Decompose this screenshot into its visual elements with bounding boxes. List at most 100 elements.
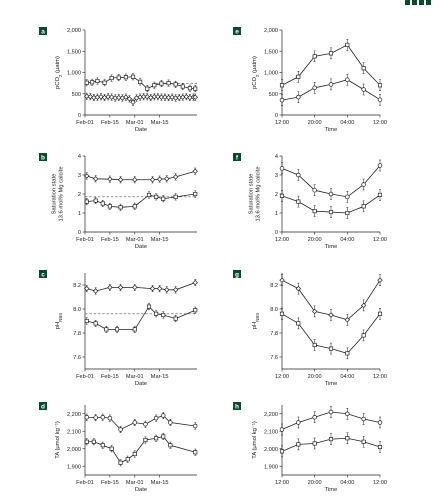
x-axis-label: Time — [325, 381, 338, 387]
data-point — [296, 74, 301, 79]
series-circle — [279, 406, 383, 436]
chart-panel-d: 1,900 2,000 2,100 2,200 Feb-01 Feb-15 Mar-01 Ma… — [39, 402, 198, 493]
y-tick-label: 0 — [78, 113, 81, 119]
data-point — [172, 287, 179, 293]
series-square — [84, 190, 198, 211]
data-point — [192, 94, 198, 100]
data-point — [180, 84, 185, 89]
x-tick-label: 12:00 — [373, 374, 387, 380]
data-point — [192, 279, 198, 286]
x-tick-label: 12:00 — [373, 120, 387, 126]
data-point — [130, 74, 136, 79]
data-point — [361, 439, 366, 444]
data-point — [164, 176, 170, 182]
data-point — [123, 94, 129, 100]
data-point — [156, 176, 163, 182]
panel-label-box — [233, 402, 241, 410]
accent-block — [412, 0, 417, 5]
data-point — [193, 450, 198, 455]
y-tick-label: 2,100 — [264, 429, 278, 435]
data-point — [132, 420, 138, 425]
y-tick-label: 8.2 — [270, 283, 278, 289]
series-square — [279, 308, 383, 360]
data-point — [92, 176, 99, 182]
data-point — [279, 83, 285, 88]
data-point — [155, 94, 161, 100]
y-tick-label: 7.8 — [270, 331, 278, 337]
data-point — [377, 444, 383, 450]
x-tick-label: Feb-01 — [76, 480, 94, 486]
data-point — [149, 285, 156, 292]
y-tick-label: 2,200 — [264, 412, 278, 418]
data-point — [345, 194, 350, 200]
y-tick-label: 3 — [78, 173, 81, 179]
data-point — [100, 443, 105, 448]
data-point — [162, 94, 168, 100]
data-point — [107, 204, 112, 209]
data-point — [119, 95, 126, 101]
y-tick-label: 1,500 — [67, 49, 81, 55]
data-point — [132, 204, 137, 209]
y-tick-label: 8.0 — [73, 307, 81, 313]
data-point — [172, 174, 179, 180]
data-point — [328, 51, 334, 56]
series-line — [86, 436, 196, 464]
data-point — [114, 327, 120, 332]
series-diamond — [84, 92, 198, 106]
y-tick-label: 0 — [275, 230, 278, 236]
x-tick-label: Mar-15 — [151, 120, 169, 126]
x-tick-label: 12:00 — [275, 237, 289, 243]
data-point — [123, 75, 128, 80]
panel-label-box — [39, 270, 47, 278]
series-line — [86, 282, 196, 292]
data-point — [152, 83, 157, 88]
data-point — [361, 66, 366, 71]
data-point — [143, 437, 148, 443]
x-tick-label: 20:00 — [308, 237, 322, 243]
x-axis-label: Time — [325, 127, 338, 133]
y-tick-label: 1,900 — [264, 464, 278, 470]
y-tick-label: 4 — [275, 154, 278, 160]
data-point — [84, 80, 89, 85]
panel-label: b — [41, 154, 45, 161]
panel-label-box — [39, 27, 47, 35]
data-point — [312, 441, 317, 446]
data-point — [312, 209, 317, 214]
y-tick-label: 1,000 — [264, 71, 278, 77]
data-point — [84, 93, 90, 99]
y-tick-label: 7.6 — [73, 355, 81, 361]
data-point — [328, 437, 334, 442]
data-point — [312, 415, 317, 420]
x-tick-label: 20:00 — [308, 374, 322, 380]
data-point — [295, 285, 302, 292]
x-tick-label: 04:00 — [340, 480, 354, 486]
y-axis-label: pHNBS — [55, 313, 63, 330]
y-axis-label: TA (µmol kg⁻¹) — [55, 421, 61, 459]
y-tick-label: 0 — [275, 113, 278, 119]
data-point — [107, 284, 113, 291]
data-point — [84, 318, 89, 324]
data-point — [377, 163, 383, 168]
data-point — [296, 420, 301, 425]
series-diamond — [84, 279, 198, 295]
y-tick-label: 1,900 — [67, 464, 81, 470]
data-point — [148, 94, 154, 101]
series-circle — [279, 73, 383, 106]
data-point — [279, 277, 285, 283]
chart-panel-e: 0 500 1,000 1,500 2,000 12:00 20:00 04:00 12:00 T… — [233, 27, 387, 133]
chart-panel-c: 7.6 7.8 8.0 8.2 Feb-01 Feb-15 Mar-01 Mar-15 Date… — [39, 270, 198, 387]
x-axis-label: Date — [135, 244, 147, 250]
y-tick-label: 500 — [72, 92, 81, 98]
y-tick-label: 7.6 — [270, 355, 278, 361]
series-circle — [84, 412, 198, 433]
data-point — [84, 199, 89, 204]
data-point — [328, 191, 334, 197]
data-point — [100, 201, 105, 206]
data-point — [377, 420, 383, 425]
series-square — [84, 73, 198, 93]
accent-block — [405, 0, 410, 5]
data-point — [90, 80, 95, 85]
data-point — [328, 409, 334, 415]
data-point — [296, 94, 301, 100]
